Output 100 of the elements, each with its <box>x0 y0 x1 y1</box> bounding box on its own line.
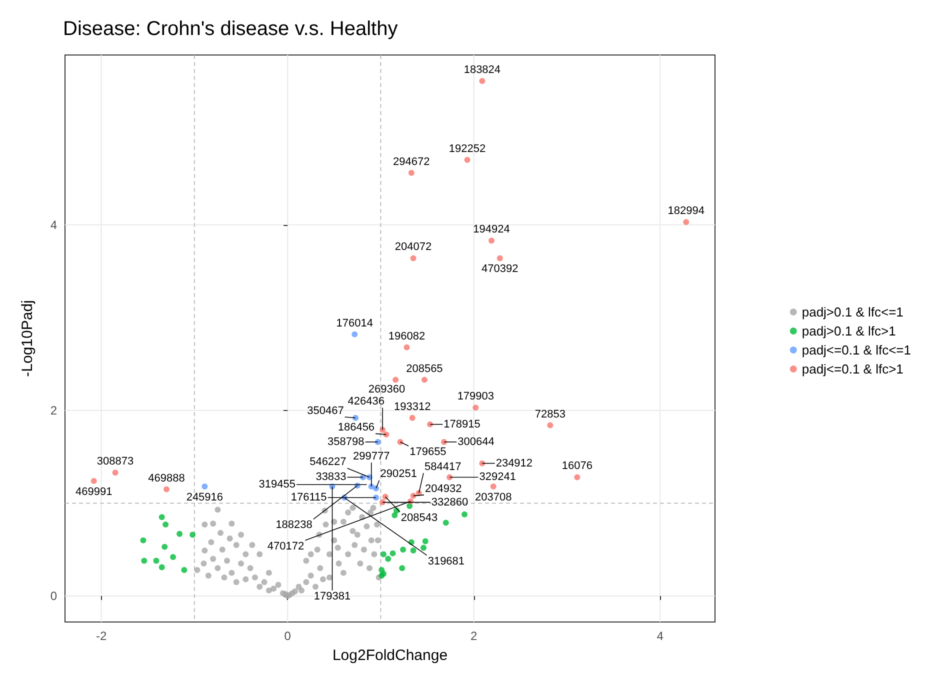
point <box>170 554 176 560</box>
annotation: 179655 <box>410 446 446 458</box>
point <box>547 422 554 428</box>
point <box>404 344 410 350</box>
annotation: 332860 <box>431 496 468 508</box>
annotation: 329241 <box>479 471 516 484</box>
annotation: 204932 <box>424 482 462 495</box>
point <box>479 460 486 466</box>
point <box>181 567 188 574</box>
annotation: 269360 <box>368 383 406 396</box>
x-tick-label: 2 <box>470 629 478 643</box>
annotation: 182994 <box>668 205 704 218</box>
annotation: 178915 <box>444 418 480 430</box>
point <box>392 376 399 383</box>
annotation: 319681 <box>428 555 465 568</box>
point <box>421 376 428 383</box>
point <box>158 514 165 520</box>
annotation: 290251 <box>380 468 418 480</box>
point <box>153 558 160 564</box>
annotation: 469888 <box>148 472 185 484</box>
point <box>392 512 398 518</box>
point <box>427 421 434 428</box>
y-axis-title: -Log10Padj <box>19 300 36 377</box>
point <box>462 511 468 518</box>
point <box>399 565 406 572</box>
annotation: 179381 <box>314 590 351 603</box>
annotation: 470392 <box>482 263 518 276</box>
point <box>683 219 690 226</box>
chart-title: Disease: Crohn's disease v.s. Healthy <box>63 18 398 40</box>
annotation: 208543 <box>400 512 438 524</box>
point <box>410 255 416 262</box>
point <box>488 238 495 244</box>
annotation: 308873 <box>96 456 134 468</box>
point <box>400 546 406 553</box>
annotation: 192252 <box>448 142 486 155</box>
x-tick-label: 4 <box>656 629 664 643</box>
point <box>162 544 168 550</box>
x-axis-title: Log2FoldChange <box>332 647 448 664</box>
point <box>385 556 392 562</box>
y-tick-label: 4 <box>50 218 58 232</box>
point <box>352 414 359 421</box>
annotation: 245916 <box>186 492 224 504</box>
point <box>140 537 146 544</box>
annotation: 194924 <box>473 224 510 236</box>
point <box>410 548 416 554</box>
annotation: 426436 <box>348 396 384 408</box>
annotation: 300644 <box>458 436 494 448</box>
annotation: 234912 <box>496 457 533 470</box>
point <box>373 485 380 492</box>
point <box>164 486 170 492</box>
annotation: 294672 <box>393 156 430 168</box>
point <box>422 538 428 544</box>
annotation: 16076 <box>562 460 592 472</box>
annotation: 72853 <box>534 408 566 420</box>
y-tick-label: 2 <box>50 403 58 418</box>
annotation: 196082 <box>388 330 426 342</box>
point <box>390 550 396 556</box>
point <box>410 492 416 499</box>
annotation: 350467 <box>307 405 344 418</box>
point <box>176 530 183 537</box>
point <box>162 522 169 528</box>
legend-label: padj>0.1 & lfc<=1 <box>802 304 904 320</box>
point <box>202 484 208 490</box>
annotation: 179903 <box>457 390 494 403</box>
annotation: 183824 <box>464 64 501 76</box>
annotation: 546227 <box>310 456 346 468</box>
point <box>490 484 496 490</box>
point <box>479 78 486 84</box>
point <box>496 255 503 262</box>
point <box>141 558 148 564</box>
annotation: 176014 <box>336 317 373 330</box>
legend-label: padj<=0.1 & lfc>1 <box>802 362 904 376</box>
legend-label: padj>0.1 & lfc>1 <box>802 324 896 338</box>
annotation: 186456 <box>338 422 375 434</box>
point <box>446 474 453 480</box>
legend-label: padj<=0.1 & lfc<=1 <box>802 342 912 358</box>
annotation: 299777 <box>353 450 390 463</box>
point <box>464 156 470 163</box>
annotation: 204072 <box>394 241 432 254</box>
annotation: 470172 <box>267 540 304 552</box>
annotation: 319455 <box>258 478 296 491</box>
point <box>112 470 118 476</box>
annotation: 33833 <box>316 471 346 484</box>
point <box>190 532 196 538</box>
point <box>380 499 386 506</box>
point <box>408 170 414 176</box>
annotation: 469991 <box>76 486 112 498</box>
annotation: 203708 <box>475 492 512 504</box>
annotation: 584417 <box>424 461 462 474</box>
point <box>472 404 479 411</box>
annotation: 188238 <box>276 519 312 532</box>
annotation: 358798 <box>328 436 364 448</box>
point <box>382 494 388 500</box>
point <box>409 414 416 421</box>
x-tick-label: -2 <box>96 629 107 643</box>
point <box>158 564 165 570</box>
annotation: 193312 <box>394 400 431 413</box>
point <box>352 331 358 338</box>
annotation: 208565 <box>406 362 443 375</box>
y-tick-label: 0 <box>50 589 58 604</box>
